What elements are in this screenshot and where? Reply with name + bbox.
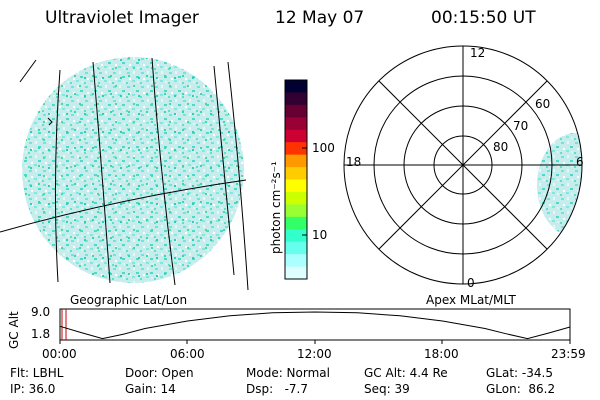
info-mode: Mode: Normal [246,366,330,380]
altitude-ytick-1.8: 1.8 [31,327,51,341]
xtick-1800: 18:00 [424,347,459,361]
colorbar-band [285,254,307,268]
colorbar-band [285,204,307,218]
mlat-label-80: 80 [493,140,509,154]
info-glat: GLat: -34.5 [486,366,553,380]
xtick-1200: 12:00 [297,347,332,361]
colorbar-band [285,154,307,168]
xtick-0600: 06:00 [170,347,205,361]
mlat-label-70: 70 [513,119,529,133]
xtick-0000: 00:00 [42,347,77,361]
colorbar-band [285,216,307,230]
mlt-label-6: 6 [576,155,584,169]
altitude-line [59,311,571,340]
colorbar-band [285,117,307,131]
time-label: 00:15:50 UT [431,8,536,28]
info-glon: GLon: 86.2 [486,382,556,396]
colorbar-band [285,92,307,106]
colorbar-tick-100: 100 [312,141,335,155]
colorbar-band [285,191,307,205]
info-gcalt: GC Alt: 4.4 Re [364,366,448,380]
info-flt: Flt: LBHL [10,366,64,380]
colorbar-band [285,241,307,255]
info-gain: Gain: 14 [125,382,176,396]
mlt-label-18: 18 [346,155,362,169]
colorbar-tick-10: 10 [312,228,328,242]
colorbar-band [285,80,307,93]
altitude-ylabel: GC Alt [7,311,21,349]
colorbar-band [285,142,307,156]
info-ip: IP: 36.0 [10,382,56,396]
colorbar-band [285,104,307,118]
right-panel-caption: Apex MLat/MLT [426,293,516,307]
info-dsp: Dsp: -7.7 [246,382,309,396]
xtick-2359: 23:59 [551,347,586,361]
colorbar-band [285,229,307,243]
mlt-label-0: 0 [467,276,475,290]
colorbar-band [285,179,307,193]
mlt-label-12: 12 [470,46,486,60]
altitude-ytick-9: 9.0 [31,305,51,319]
date-label: 12 May 07 [275,8,365,28]
left-panel-caption: Geographic Lat/Lon [70,293,188,307]
colorbar-band [285,167,307,180]
info-door: Door: Open [125,366,194,380]
mlat-label-60: 60 [535,97,551,111]
info-seq: Seq: 39 [364,382,410,396]
colorbar-band [285,129,307,143]
colorbar-band [285,266,307,280]
instrument-title: Ultraviolet Imager [45,8,199,28]
